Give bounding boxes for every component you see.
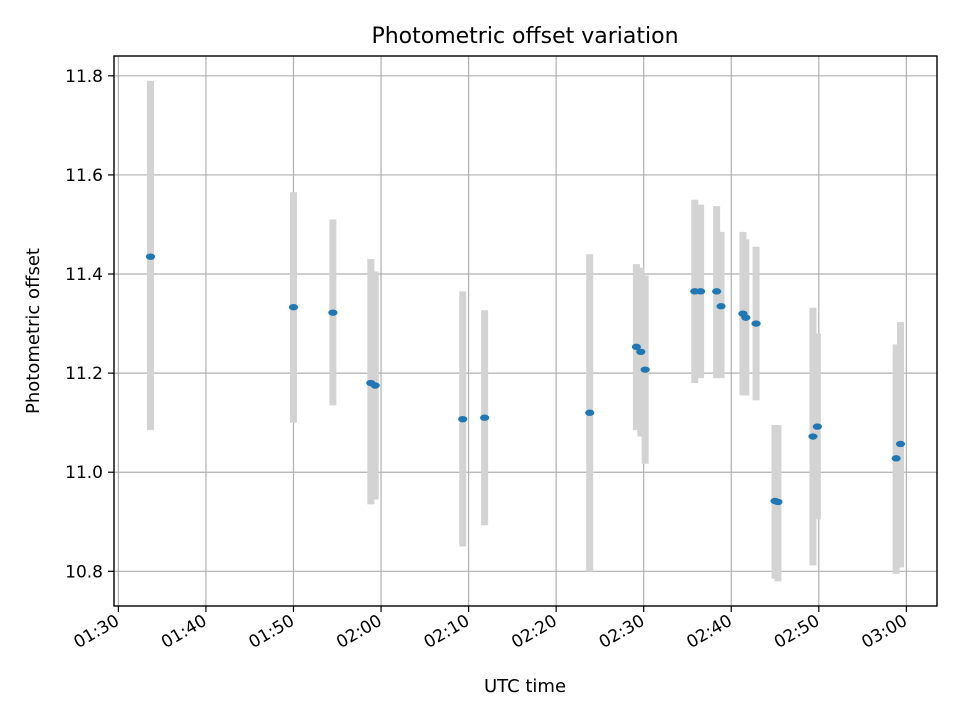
x-tick-label-2: 01:50	[246, 611, 298, 653]
data-point-2	[328, 309, 338, 316]
data-point-6	[480, 414, 490, 421]
grid-layer	[114, 56, 937, 606]
chart-title: Photometric offset variation	[371, 24, 678, 49]
data-point-0	[145, 253, 156, 260]
data-point-4	[370, 382, 380, 389]
y-tick-label-3: 11.4	[65, 265, 103, 285]
y-tick-label-1: 11.0	[65, 463, 103, 483]
data-point-22	[891, 455, 901, 462]
data-point-20	[808, 433, 818, 440]
data-point-13	[712, 288, 722, 295]
x-tick-label-5: 02:20	[508, 611, 560, 653]
point-layer	[145, 253, 906, 506]
x-tick-label-3: 02:00	[333, 611, 385, 653]
data-point-19	[773, 498, 783, 506]
x-tick-label-9: 03:00	[858, 611, 910, 653]
data-point-17	[751, 320, 761, 327]
data-point-21	[812, 423, 822, 430]
x-tick-label-8: 02:50	[771, 611, 823, 653]
x-tick-label-4: 02:10	[421, 611, 473, 653]
y-tick-label-0: 10.8	[65, 562, 103, 582]
data-point-10	[640, 366, 650, 373]
x-tick-label-7: 02:40	[683, 611, 735, 653]
x-tick-label-6: 02:30	[596, 611, 648, 653]
data-point-1	[288, 304, 299, 311]
x-axis-label: UTC time	[484, 676, 566, 697]
data-point-23	[895, 440, 906, 448]
y-tick-label-4: 11.6	[65, 166, 103, 186]
y-tick-label-2: 11.2	[65, 364, 103, 384]
y-axis-label: Photometric offset	[23, 248, 44, 414]
y-tick-label-5: 11.8	[65, 67, 103, 87]
data-point-12	[696, 288, 706, 295]
data-point-16	[741, 314, 751, 321]
data-point-9	[636, 348, 646, 356]
data-point-7	[585, 409, 595, 416]
x-tick-label-0: 01:30	[70, 611, 122, 653]
data-point-5	[458, 415, 468, 423]
plot-frame	[113, 55, 938, 607]
data-point-8	[631, 343, 642, 351]
errorbar-layer	[146, 80, 905, 582]
x-tick-label-1: 01:40	[158, 611, 210, 653]
data-point-14	[716, 303, 726, 310]
